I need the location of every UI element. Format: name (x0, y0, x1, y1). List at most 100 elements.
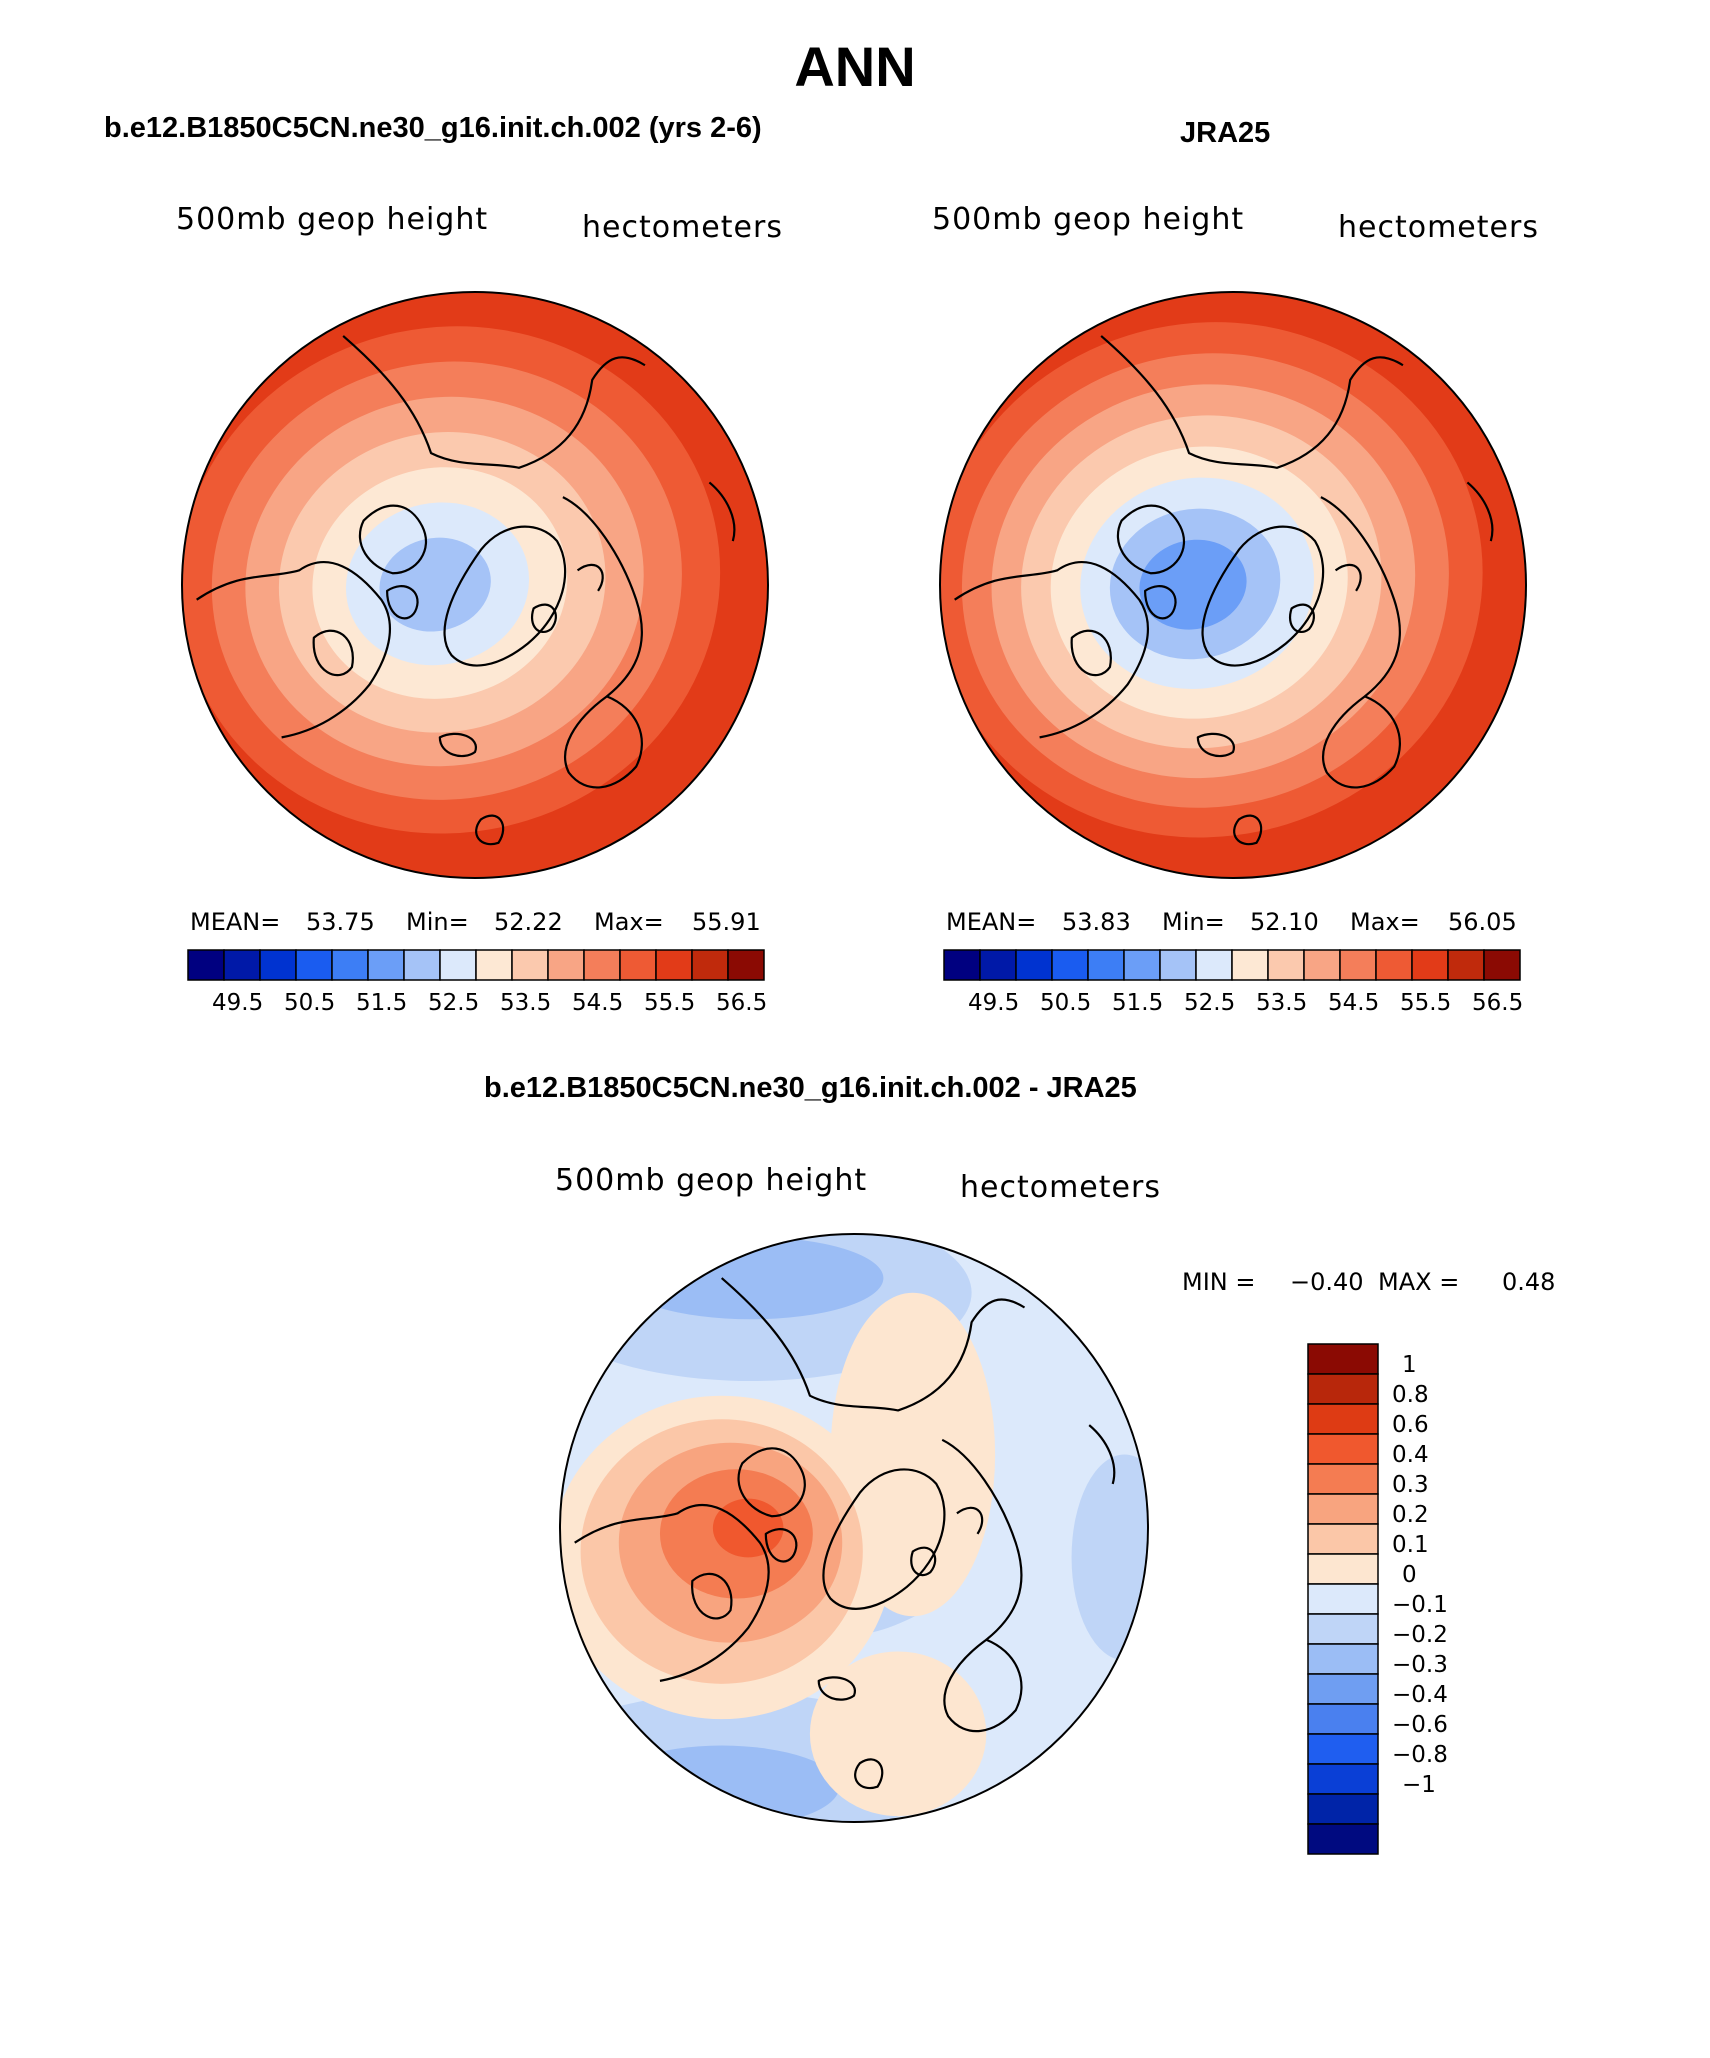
panel2-contour-band (1139, 539, 1247, 630)
panel3-colorbar-box (1307, 1583, 1379, 1615)
panel3-left-label: 500mb geop height (555, 1163, 868, 1198)
panel1-coastline (564, 695, 643, 789)
panel1-left-label: 500mb geop height (176, 202, 489, 237)
panel3-tick: −0.2 (1392, 1622, 1448, 1648)
panel1-mean-value: 53.75 (306, 908, 375, 936)
panel2-coastline (1196, 732, 1235, 758)
panel1-coastline (443, 525, 567, 667)
panel2-coastline (1334, 563, 1362, 592)
panel1-colorbar-box (223, 949, 261, 981)
panel3-map (559, 1233, 1149, 1823)
panel3-colorbar-box (1307, 1703, 1379, 1735)
panel2-colorbar-box (1123, 949, 1161, 981)
panel1-mean-label: MEAN= (190, 908, 281, 936)
panel3-tick: −0.1 (1392, 1592, 1448, 1618)
panel3-coastline (817, 1676, 856, 1701)
panel2-coastline (1233, 814, 1263, 846)
panel2-coastline (1144, 585, 1177, 620)
panel1-colorbar-box (475, 949, 513, 981)
panel1-colorbar-box (259, 949, 297, 981)
panel3-coastline (854, 1758, 884, 1790)
panel2-colorbar-box (1159, 949, 1197, 981)
panel2-colorbar-box (1015, 949, 1053, 981)
panel1-coastline (386, 585, 419, 620)
panel2-right-label: hectometers (1338, 210, 1539, 245)
panel1-coastline (196, 560, 391, 739)
panel3-tick: −0.6 (1392, 1712, 1448, 1738)
panel3-coastline (956, 1506, 984, 1535)
panel2-min-label: Min= (1162, 908, 1225, 936)
panel2-tick: 54.5 (1328, 990, 1380, 1016)
panel2-coastline (1100, 335, 1404, 469)
panel3-coastline (737, 1447, 806, 1518)
panel3-colorbar-box (1307, 1553, 1379, 1585)
panel1-min-value: 52.22 (494, 908, 563, 936)
panel3-tick: 0.3 (1392, 1472, 1429, 1498)
panel1-coastline (708, 481, 736, 542)
panel1-tick: 52.5 (428, 990, 480, 1016)
panel3-coastline (691, 1572, 733, 1620)
panel3-colorbar-box (1307, 1733, 1379, 1765)
panel1-colorbar-ticks: 49.5 50.5 51.5 52.5 53.5 54.5 55.5 56.5 (188, 990, 768, 1020)
panel1-colorbar-box (619, 949, 657, 981)
panel2-tick: 56.5 (1472, 990, 1524, 1016)
panel1-tick: 56.5 (716, 990, 768, 1016)
panel1-coastline (562, 496, 643, 698)
panel1-colorbar-box (187, 949, 225, 981)
panel1-tick: 49.5 (212, 990, 264, 1016)
panel2-mean-label: MEAN= (946, 908, 1037, 936)
panel2-coastline (954, 560, 1149, 739)
panel2-tick: 51.5 (1112, 990, 1164, 1016)
panel3-coastline (822, 1468, 946, 1610)
panel3-title: b.e12.B1850C5CN.ne30_g16.init.ch.002 - J… (484, 1072, 1137, 1104)
panel1-colorbar-box (655, 949, 693, 981)
panel2-colorbar-box (1087, 949, 1125, 981)
panel1-colorbar-box (403, 949, 441, 981)
panel3-colorbar-box (1307, 1823, 1379, 1855)
panel2-colorbar (943, 949, 1521, 981)
panel2-colorbar-box (1267, 949, 1305, 981)
panel3-colorbar-box (1307, 1403, 1379, 1435)
panel3-min-value: −0.40 (1290, 1268, 1364, 1296)
panel2-colorbar-box (979, 949, 1017, 981)
panel2-max-value: 56.05 (1448, 908, 1517, 936)
panel1-tick: 54.5 (572, 990, 624, 1016)
panel3-colorbar-box (1307, 1523, 1379, 1555)
panel3-colorbar-box (1307, 1763, 1379, 1795)
panel3-tick: 0.8 (1392, 1382, 1429, 1408)
panel1-contour-band (379, 537, 491, 632)
panel3-tick: 0 (1402, 1562, 1417, 1588)
panel3-colorbar-box (1307, 1793, 1379, 1825)
panel1-colorbar-box (547, 949, 585, 981)
panel3-coastlines (574, 1277, 1116, 1790)
panel1-coastline (358, 504, 428, 575)
main-title: ANN (794, 35, 916, 98)
panel2-colorbar-box (1231, 949, 1269, 981)
panel3-coastline (941, 1438, 1023, 1641)
panel2-colorbar-box (1339, 949, 1377, 981)
panel3-tick: 0.6 (1392, 1412, 1429, 1438)
panel2-map-border (939, 291, 1527, 879)
panel2-mean-value: 53.83 (1062, 908, 1131, 936)
panel2-coastline (1116, 504, 1186, 575)
panel3-coastline (720, 1277, 1026, 1412)
panel2-coastline (1289, 603, 1315, 634)
panel1-coastline (576, 563, 604, 592)
panel3-colorbar-box (1307, 1433, 1379, 1465)
panel1-colorbar-box (727, 949, 765, 981)
panel2-colorbar-box (1051, 949, 1089, 981)
panel1-coastline (438, 732, 477, 758)
panel3-map-border (559, 1233, 1149, 1823)
panel1-max-value: 55.91 (692, 908, 761, 936)
panel3-colorbar-box (1307, 1613, 1379, 1645)
panel3-tick: −0.8 (1392, 1742, 1448, 1768)
panel3-tick: 0.2 (1392, 1502, 1429, 1528)
panel2-coastline (1322, 695, 1401, 789)
panel3-tick: −0.3 (1392, 1652, 1448, 1678)
panel2-coastline (1320, 496, 1401, 698)
panel2-colorbar-box (1195, 949, 1233, 981)
panel3-max-value: 0.48 (1502, 1268, 1556, 1296)
panel2-tick: 49.5 (968, 990, 1020, 1016)
panel2-coastline (1466, 481, 1494, 542)
panel3-colorbar-box (1307, 1343, 1379, 1375)
